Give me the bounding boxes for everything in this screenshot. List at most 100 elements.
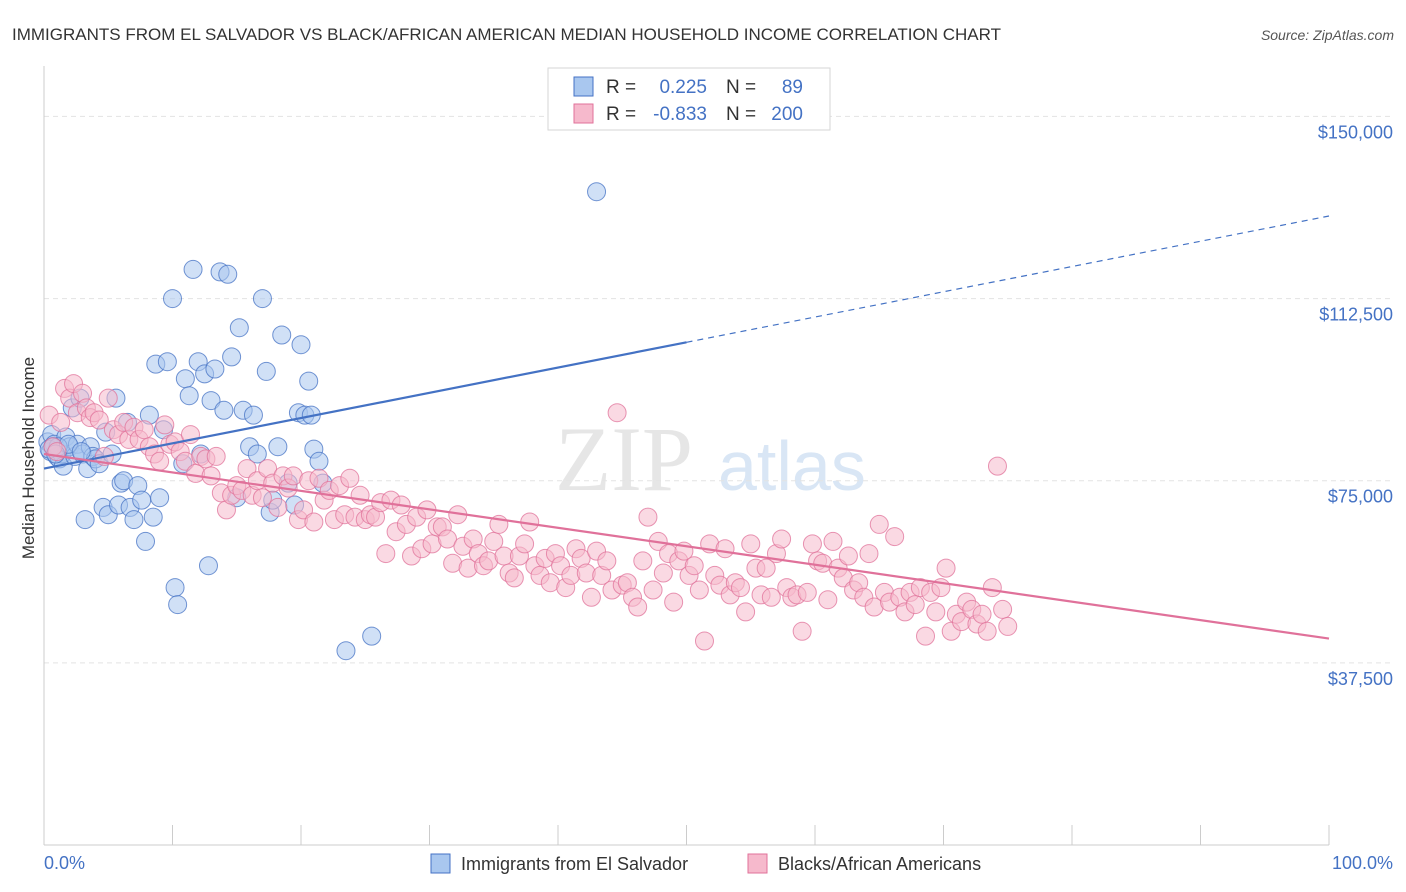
point-immigrants-el-salvador-47: [183, 259, 203, 279]
point-black-african-americans-128: [684, 556, 704, 576]
point-black-african-americans-44: [252, 488, 272, 508]
bottom-legend-label-pink: Blacks/African Americans: [778, 854, 981, 874]
point-black-african-americans-130: [694, 631, 714, 651]
point-black-african-americans-63: [350, 485, 370, 505]
point-black-african-americans-129: [689, 580, 709, 600]
point-immigrants-el-salvador-63: [247, 444, 267, 464]
stats-legend-box: [547, 67, 831, 131]
stats-legend-n-label-blue: N =: [726, 77, 756, 98]
y-tick-label-2: $112,500: [1319, 305, 1393, 325]
bottom-legend-swatch-blue: [430, 853, 451, 874]
stats-legend-n-label-pink: N =: [726, 104, 756, 125]
point-immigrants-el-salvador-40: [157, 352, 177, 372]
point-immigrants-el-salvador-38: [150, 488, 170, 508]
point-black-african-americans-111: [597, 551, 617, 571]
point-immigrants-el-salvador-34: [136, 531, 156, 551]
point-immigrants-el-salvador-68: [268, 437, 288, 457]
point-black-african-americans-80: [437, 529, 457, 549]
point-black-african-americans-47: [268, 497, 288, 517]
watermark-atlas: atlas: [718, 427, 866, 505]
point-black-african-americans-113: [607, 403, 627, 423]
point-black-african-americans-12: [89, 410, 109, 430]
point-black-african-americans-120: [643, 580, 663, 600]
point-black-african-americans-158: [838, 546, 858, 566]
point-immigrants-el-salvador-43: [168, 595, 188, 615]
point-immigrants-el-salvador-69: [272, 325, 292, 345]
point-black-african-americans-24: [150, 451, 170, 471]
series-black-african-americans: [39, 374, 1018, 651]
point-black-african-americans-164: [869, 514, 889, 534]
point-black-african-americans-149: [792, 621, 812, 641]
point-black-african-americans-2: [47, 442, 67, 462]
point-immigrants-el-salvador-80: [336, 641, 356, 661]
point-black-african-americans-52: [294, 500, 314, 520]
point-black-african-americans-54: [304, 512, 324, 532]
point-black-african-americans-119: [638, 507, 658, 527]
y-tick-label-0: $37,500: [1328, 669, 1393, 689]
point-black-african-americans-150: [797, 582, 817, 602]
point-immigrants-el-salvador-52: [201, 391, 221, 411]
point-black-african-americans-35: [206, 446, 226, 466]
point-immigrants-el-salvador-64: [252, 289, 272, 309]
bottom-legend-label-blue: Immigrants from El Salvador: [461, 854, 688, 874]
point-black-african-americans-134: [715, 539, 735, 559]
point-immigrants-el-salvador-55: [214, 400, 234, 420]
point-black-african-americans-154: [818, 590, 838, 610]
watermark: ZIP atlas: [555, 408, 866, 510]
point-immigrants-el-salvador-51: [198, 556, 218, 576]
point-black-african-americans-118: [633, 551, 653, 571]
trend-line-immigrants-el-salvador: [43, 341, 687, 470]
point-black-african-americans-25: [155, 415, 175, 435]
point-immigrants-el-salvador-73: [291, 335, 311, 355]
point-black-african-americans-162: [859, 544, 879, 564]
point-black-african-americans-55: [309, 468, 329, 488]
point-immigrants-el-salvador-62: [243, 405, 263, 425]
stats-legend-n-value-blue: 89: [782, 77, 803, 98]
point-black-african-americans-177: [936, 558, 956, 578]
point-black-african-americans-137: [730, 578, 750, 598]
point-black-african-americans-117: [628, 597, 648, 617]
stats-legend-r-label-blue: R =: [606, 77, 636, 98]
point-black-african-americans-122: [653, 563, 673, 583]
point-black-african-americans-143: [761, 587, 781, 607]
bottom-legend: Immigrants from El Salvador Blacks/Afric…: [430, 853, 981, 874]
point-black-african-americans-142: [756, 558, 776, 578]
trend-line-extension-immigrants-el-salvador: [686, 215, 1330, 343]
point-immigrants-el-salvador-53: [205, 359, 225, 379]
point-black-african-americans-167: [885, 527, 905, 547]
point-immigrants-el-salvador-81: [362, 626, 382, 646]
point-black-african-americans-187: [987, 456, 1007, 476]
point-black-african-americans-171: [905, 595, 925, 615]
y-tick-label-1: $75,000: [1328, 487, 1393, 507]
y-axis-label: Median Household Income: [19, 357, 38, 559]
y-tick-label-3: $150,000: [1318, 122, 1393, 142]
point-black-african-americans-108: [581, 587, 601, 607]
point-black-african-americans-139: [741, 534, 761, 554]
point-immigrants-el-salvador-31: [124, 510, 144, 530]
chart-title: IMMIGRANTS FROM EL SALVADOR VS BLACK/AFR…: [12, 25, 1001, 44]
point-immigrants-el-salvador-78: [309, 451, 329, 471]
point-black-african-americans-3: [51, 412, 71, 432]
point-immigrants-el-salvador-33: [132, 490, 152, 510]
point-black-african-americans-124: [664, 592, 684, 612]
stats-legend-n-value-pink: 200: [771, 104, 803, 125]
stats-legend-r-value-pink: -0.833: [653, 104, 707, 125]
point-immigrants-el-salvador-41: [163, 289, 182, 309]
point-immigrants-el-salvador-65: [256, 361, 276, 381]
point-black-african-americans-185: [977, 621, 997, 641]
point-black-african-americans-93: [504, 568, 524, 588]
trend-line-black-african-americans: [43, 452, 1330, 640]
stats-legend-swatch-blue: [573, 76, 594, 97]
point-immigrants-el-salvador-82: [587, 182, 607, 202]
point-immigrants-el-salvador-46: [179, 386, 199, 406]
stats-legend: R = 0.225 N = 89 R = -0.833 N = 200: [547, 67, 831, 131]
point-black-african-americans-95: [515, 534, 535, 554]
point-black-african-americans-21: [134, 420, 154, 440]
point-black-african-americans-188: [993, 599, 1013, 619]
stats-legend-r-label-pink: R =: [606, 104, 636, 125]
point-black-african-americans-61: [340, 468, 360, 488]
point-black-african-americans-145: [772, 529, 792, 549]
point-immigrants-el-salvador-45: [175, 369, 195, 389]
stats-legend-swatch-pink: [573, 103, 594, 124]
